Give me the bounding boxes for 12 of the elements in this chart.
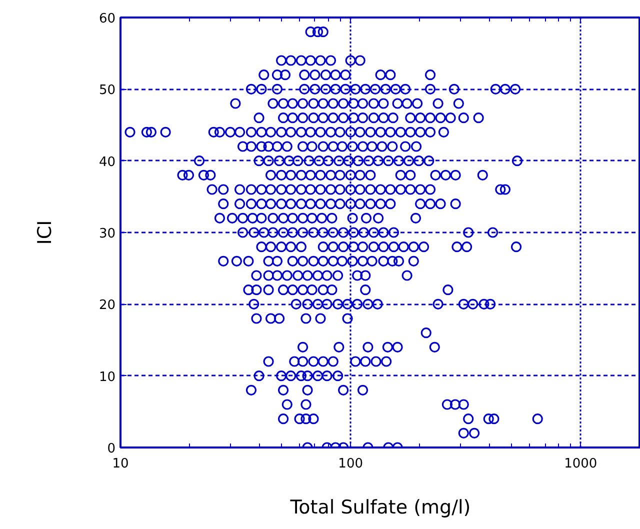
x-tick-label: 100 [338, 456, 364, 472]
y-tick-label: 30 [98, 226, 116, 242]
x-axis-title: Total Sulfate (mg/l) [289, 496, 471, 518]
y-tick-label: 0 [107, 442, 116, 456]
x-tick-label: 10 [112, 456, 129, 472]
y-tick-label: 50 [98, 83, 116, 98]
x-tick-label: 1000 [564, 456, 598, 472]
y-tick-label: 10 [98, 370, 116, 385]
y-tick-label: 20 [98, 298, 116, 314]
y-tick-label: 60 [98, 12, 116, 26]
y-tick-label: 40 [98, 154, 116, 170]
y-axis-title: ICI [34, 220, 56, 245]
